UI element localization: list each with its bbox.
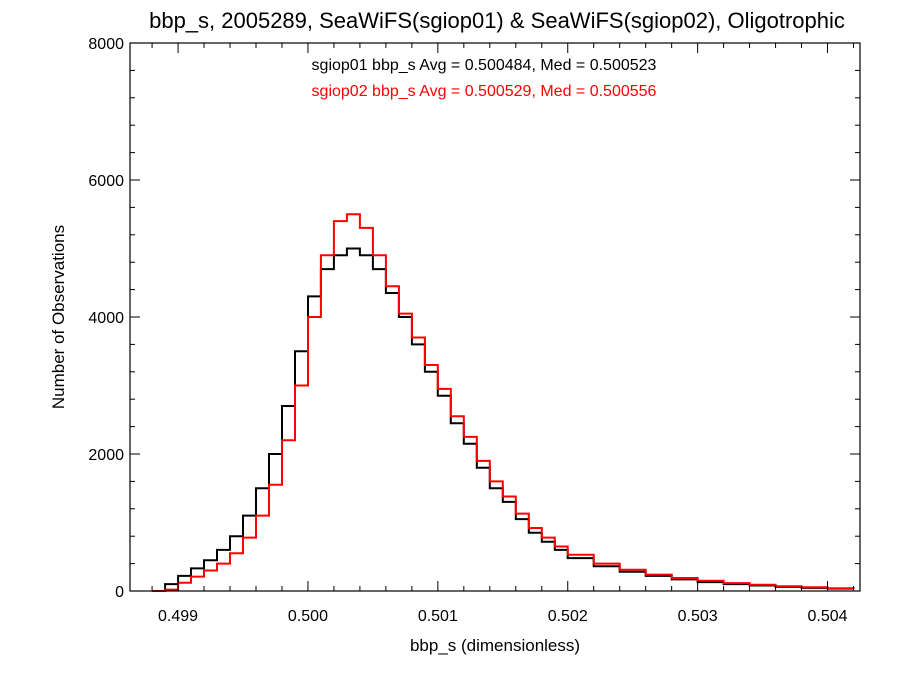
plot-frame xyxy=(129,42,861,592)
chart-title: bbp_s, 2005289, SeaWiFS(sgiop01) & SeaWi… xyxy=(149,8,845,33)
x-tick-label: 0.499 xyxy=(158,608,198,625)
y-tick-label: 6000 xyxy=(88,173,124,190)
annotation-sgiop02: sgiop02 bbp_s Avg = 0.500529, Med = 0.50… xyxy=(312,83,657,100)
y-tick-label: 8000 xyxy=(88,36,124,53)
y-tick-label: 2000 xyxy=(88,447,124,464)
annotation-sgiop01: sgiop01 bbp_s Avg = 0.500484, Med = 0.50… xyxy=(312,57,657,74)
x-tick-label: 0.500 xyxy=(288,608,328,625)
series-traces xyxy=(152,213,855,592)
series-line-sgiop01 xyxy=(152,247,855,592)
x-tick-label: 0.502 xyxy=(548,608,588,625)
y-axis-label: Number of Observations xyxy=(49,225,68,409)
x-tick-label: 0.503 xyxy=(678,608,718,625)
y-tick-label: 0 xyxy=(115,584,124,601)
x-axis-label: bbp_s (dimensionless) xyxy=(410,636,580,655)
x-tick-label: 0.501 xyxy=(418,608,458,625)
y-tick-label: 4000 xyxy=(88,310,124,327)
axis-ticks: 0.499 0.500 0.501 0.502 0.503 0.504 0 2000 4000 6… xyxy=(88,36,860,625)
x-tick-label: 0.504 xyxy=(808,608,848,625)
series-line-sgiop02 xyxy=(152,213,855,592)
